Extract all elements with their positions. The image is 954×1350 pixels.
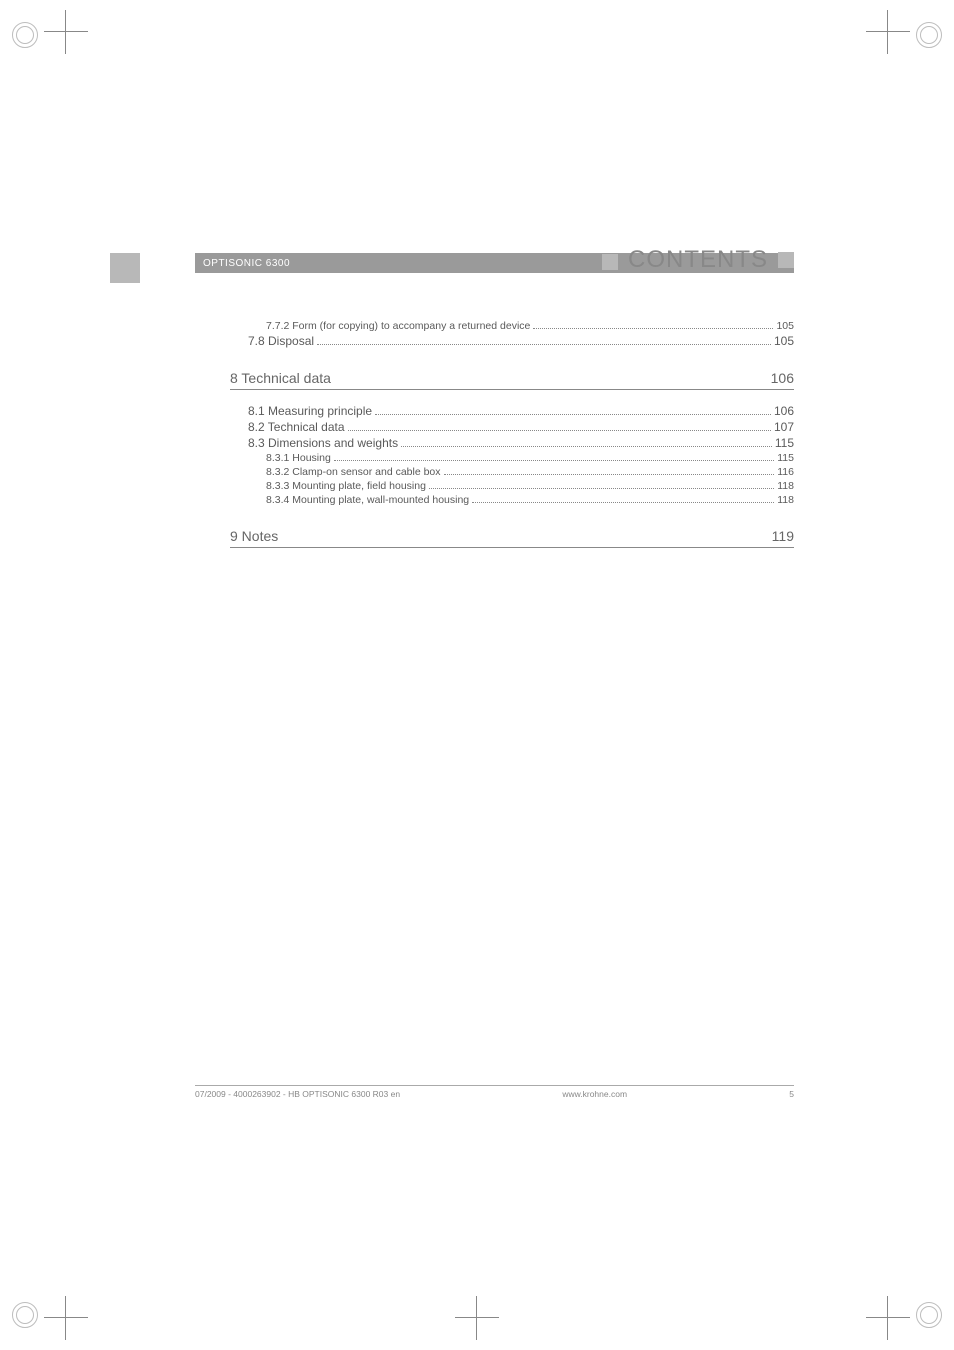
- toc-section-page: 106: [771, 370, 794, 386]
- toc-section-page: 119: [772, 528, 794, 544]
- toc-line: 8.3 Dimensions and weights 115: [230, 436, 794, 450]
- crop-cross-top-right: [866, 10, 910, 54]
- title-square-right: [778, 252, 794, 268]
- footer: 07/2009 - 4000263902 - HB OPTISONIC 6300…: [195, 1085, 794, 1099]
- side-marker: [110, 253, 140, 283]
- reg-mark-bottom-right: [916, 1302, 942, 1328]
- toc-page: 106: [774, 404, 794, 418]
- toc-line: 8.3.4 Mounting plate, wall-mounted housi…: [230, 494, 794, 506]
- title-row: CONTENTS: [628, 246, 794, 274]
- toc-dots: [317, 344, 771, 345]
- toc-dots: [348, 430, 771, 431]
- page-title: CONTENTS: [628, 246, 768, 274]
- toc-section-title: 8 Technical data: [230, 370, 331, 386]
- toc-label: 8.2 Technical data: [248, 420, 345, 434]
- reg-mark-top-left: [12, 22, 38, 48]
- title-square-left: [602, 254, 618, 270]
- toc-page: 115: [777, 452, 794, 464]
- footer-right: 5: [789, 1089, 794, 1099]
- reg-mark-bottom-left: [12, 1302, 38, 1328]
- reg-mark-top-right: [916, 22, 942, 48]
- toc-section-heading: 8 Technical data 106: [230, 370, 794, 390]
- footer-left: 07/2009 - 4000263902 - HB OPTISONIC 6300…: [195, 1089, 400, 1099]
- toc-line: 8.3.3 Mounting plate, field housing 118: [230, 480, 794, 492]
- toc-dots: [472, 502, 774, 503]
- toc-line: 8.3.2 Clamp-on sensor and cable box 116: [230, 466, 794, 478]
- toc-dots: [401, 446, 772, 447]
- toc-label: 8.3.1 Housing: [266, 452, 331, 464]
- toc-dots: [334, 460, 774, 461]
- product-name: OPTISONIC 6300: [203, 258, 290, 269]
- toc-label: 8.3 Dimensions and weights: [248, 436, 398, 450]
- toc-label: 7.8 Disposal: [248, 334, 314, 348]
- toc-dots: [444, 474, 775, 475]
- toc-line: 7.7.2 Form (for copying) to accompany a …: [230, 320, 794, 332]
- toc-line: 8.1 Measuring principle 106: [230, 404, 794, 418]
- toc-content: 7.7.2 Form (for copying) to accompany a …: [230, 320, 794, 562]
- toc-page: 115: [775, 436, 794, 450]
- toc-line: 7.8 Disposal 105: [230, 334, 794, 348]
- footer-center: www.krohne.com: [562, 1089, 627, 1099]
- toc-line: 8.3.1 Housing 115: [230, 452, 794, 464]
- toc-dots: [375, 414, 771, 415]
- toc-page: 105: [774, 334, 794, 348]
- toc-section-heading: 9 Notes 119: [230, 528, 794, 548]
- crop-cross-bottom-right: [866, 1296, 910, 1340]
- toc-page: 105: [776, 320, 794, 332]
- crop-cross-bottom-center: [455, 1296, 499, 1340]
- toc-line: 8.2 Technical data 107: [230, 420, 794, 434]
- toc-dots: [429, 488, 774, 489]
- toc-label: 8.3.4 Mounting plate, wall-mounted housi…: [266, 494, 469, 506]
- toc-page: 118: [777, 480, 794, 492]
- toc-section-title: 9 Notes: [230, 528, 278, 544]
- toc-dots: [533, 328, 773, 329]
- crop-cross-top-left: [44, 10, 88, 54]
- toc-label: 7.7.2 Form (for copying) to accompany a …: [266, 320, 530, 332]
- toc-label: 8.3.2 Clamp-on sensor and cable box: [266, 466, 441, 478]
- toc-page: 118: [777, 494, 794, 506]
- toc-page: 107: [774, 420, 794, 434]
- toc-label: 8.3.3 Mounting plate, field housing: [266, 480, 426, 492]
- crop-cross-bottom-left: [44, 1296, 88, 1340]
- toc-page: 116: [777, 466, 794, 478]
- toc-label: 8.1 Measuring principle: [248, 404, 372, 418]
